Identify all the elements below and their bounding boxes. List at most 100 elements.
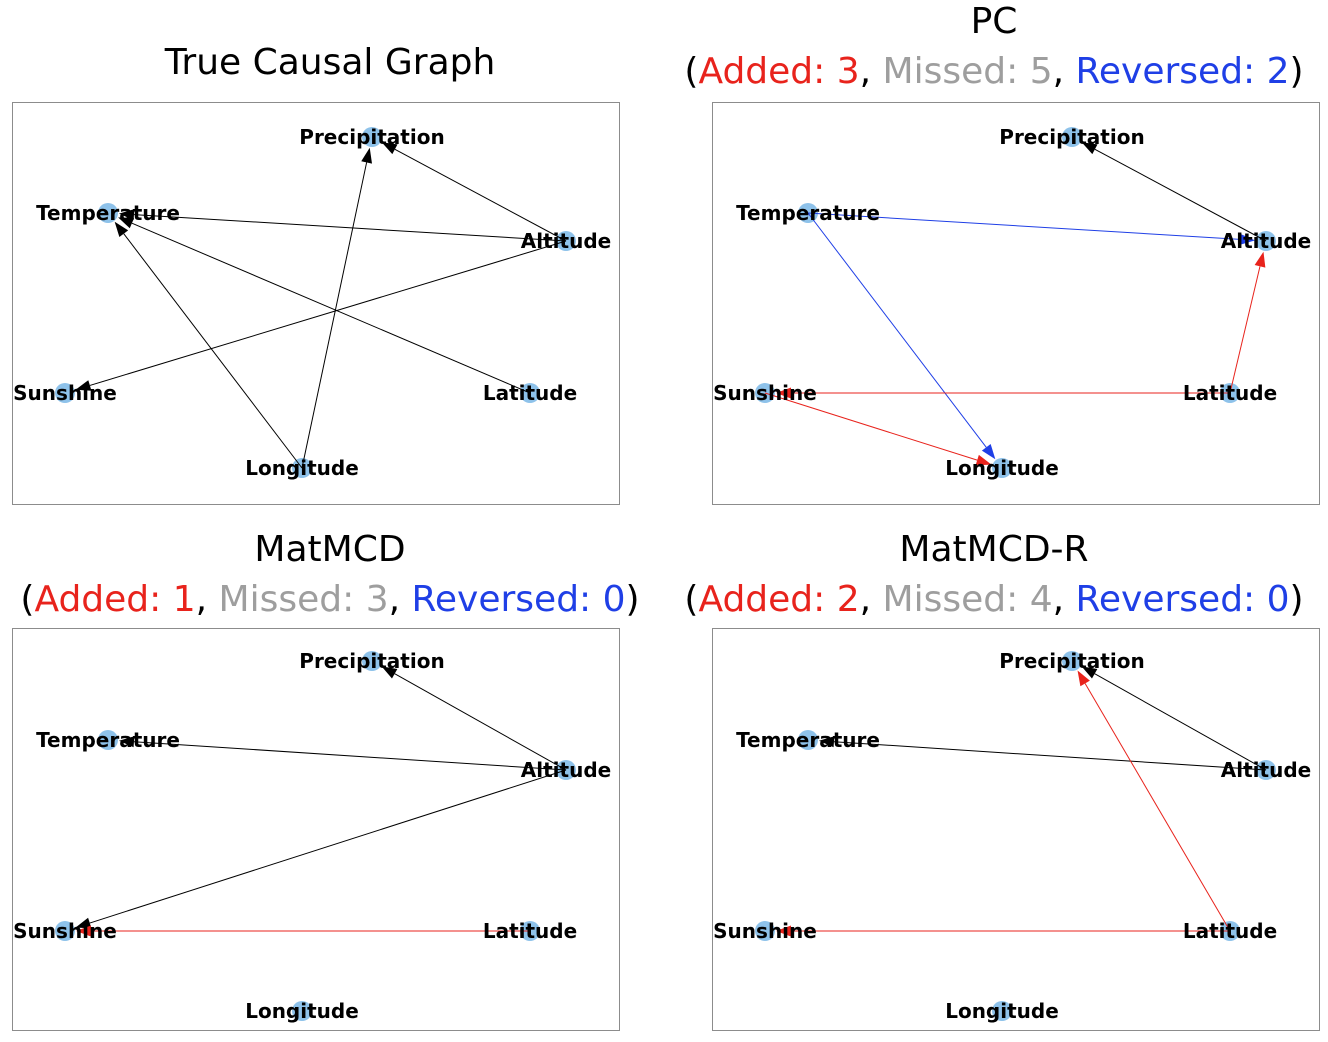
node-label-longitude: Longitude: [245, 999, 359, 1023]
arrowhead: [75, 917, 92, 929]
graph-frame: [712, 628, 1320, 1031]
node-label-longitude: Longitude: [945, 456, 1059, 480]
causal-graph: Precipitation Temperature Altitude Sunshine…: [712, 628, 1320, 1031]
node-label-latitude: Latitude: [483, 919, 577, 943]
node-longitude: [292, 1001, 312, 1021]
node-longitude: [992, 458, 1012, 478]
arrowhead: [118, 736, 135, 748]
node-label-latitude: Latitude: [483, 381, 577, 405]
node-temperature: [798, 730, 818, 750]
edge-altitude-to-precipitation: [381, 666, 567, 771]
node-label-precipitation: Precipitation: [999, 125, 1144, 149]
edge-altitude-to-precipitation: [381, 142, 567, 242]
graph-frame: [712, 102, 1320, 505]
panel-true-graph: True Causal Graph Precipitation Temperatu…: [0, 0, 660, 520]
edge-latitude-to-altitude: [1229, 251, 1266, 394]
edge-temperature-to-longitude: [807, 212, 996, 460]
panel-matmcd: MatMCD (Added: 1, Missed: 3, Reversed: 0…: [0, 522, 660, 1042]
node-label-sunshine: Sunshine: [13, 381, 117, 405]
reversed-stat: Reversed: 2: [1075, 51, 1290, 92]
arrowhead: [981, 443, 996, 460]
node-label-precipitation: Precipitation: [999, 649, 1144, 673]
reversed-stat: Reversed: 0: [411, 579, 626, 620]
causal-graph: Precipitation Temperature Altitude Sunshine…: [12, 628, 620, 1031]
arrowhead: [975, 454, 992, 466]
node-label-precipitation: Precipitation: [299, 649, 444, 673]
node-label-sunshine: Sunshine: [713, 919, 817, 943]
arrowhead: [118, 209, 135, 221]
node-longitude: [992, 1001, 1012, 1021]
node-precipitation: [1062, 651, 1082, 671]
node-label-latitude: Latitude: [1183, 381, 1277, 405]
edge-sunshine-to-longitude: [764, 392, 992, 466]
edge-latitude-to-sunshine: [76, 925, 530, 937]
missed-stat: Missed: 5: [882, 51, 1053, 92]
node-label-longitude: Longitude: [945, 999, 1059, 1023]
panel-title: PC: [970, 1, 1018, 42]
arrowhead: [381, 666, 398, 679]
panel-stats: (Added: 2, Missed: 4, Reversed: 0): [684, 579, 1304, 620]
missed-stat: Missed: 3: [218, 579, 389, 620]
arrowhead: [818, 736, 835, 748]
node-temperature: [98, 730, 118, 750]
arrowhead: [1077, 670, 1090, 687]
node-label-temperature: Temperature: [36, 201, 180, 225]
panel-pc: PC (Added: 3, Missed: 5, Reversed: 2) Pr…: [664, 0, 1324, 520]
edge-latitude-to-sunshine: [776, 387, 1230, 399]
panel-title: MatMCD-R: [899, 529, 1089, 570]
panel-stats: (Added: 3, Missed: 5, Reversed: 2): [684, 51, 1304, 92]
node-precipitation: [362, 127, 382, 147]
node-label-altitude: Altitude: [1221, 758, 1311, 782]
node-temperature: [98, 203, 118, 223]
arrowhead: [776, 925, 791, 937]
arrowhead: [776, 387, 791, 399]
panel-matmcd-r: MatMCD-R (Added: 2, Missed: 4, Reversed:…: [664, 522, 1324, 1042]
node-sunshine: [55, 383, 75, 403]
node-sunshine: [755, 921, 775, 941]
added-stat: Added: 2: [698, 579, 860, 620]
edge-altitude-to-temperature: [118, 736, 567, 771]
node-label-temperature: Temperature: [736, 201, 880, 225]
arrowhead: [76, 925, 91, 937]
arrowhead: [1239, 233, 1256, 245]
panel-title: True Causal Graph: [164, 42, 496, 83]
edge-altitude-to-precipitation: [1081, 666, 1267, 771]
node-label-precipitation: Precipitation: [299, 125, 444, 149]
node-label-sunshine: Sunshine: [713, 381, 817, 405]
arrowhead: [75, 380, 92, 391]
node-precipitation: [1062, 127, 1082, 147]
arrowhead: [118, 217, 135, 229]
edge-longitude-to-temperature: [114, 221, 303, 469]
edge-altitude-to-precipitation: [1081, 142, 1267, 242]
edge-altitude-to-sunshine: [75, 240, 567, 391]
causal-graph: Precipitation Temperature Altitude Sunshine…: [12, 102, 620, 505]
node-label-temperature: Temperature: [36, 728, 180, 752]
node-sunshine: [55, 921, 75, 941]
edge-altitude-to-sunshine: [75, 769, 567, 929]
arrowhead: [1254, 251, 1266, 268]
panel-title: MatMCD: [254, 529, 406, 570]
missed-stat: Missed: 4: [882, 579, 1053, 620]
node-label-altitude: Altitude: [521, 758, 611, 782]
node-label-latitude: Latitude: [1183, 919, 1277, 943]
node-label-altitude: Altitude: [1221, 229, 1311, 253]
node-label-longitude: Longitude: [245, 456, 359, 480]
node-label-temperature: Temperature: [736, 728, 880, 752]
edge-longitude-to-precipitation: [301, 147, 373, 469]
arrowhead: [1081, 142, 1098, 155]
panel-stats: (Added: 1, Missed: 3, Reversed: 0): [20, 579, 640, 620]
edge-latitude-to-sunshine: [776, 925, 1230, 937]
graph-frame: [12, 102, 620, 505]
node-label-altitude: Altitude: [521, 229, 611, 253]
added-stat: Added: 3: [698, 51, 860, 92]
added-stat: Added: 1: [34, 579, 196, 620]
reversed-stat: Reversed: 0: [1075, 579, 1290, 620]
causal-graph: Precipitation Temperature Altitude Sunshine…: [712, 102, 1320, 505]
arrowhead: [114, 221, 129, 238]
node-label-sunshine: Sunshine: [13, 919, 117, 943]
node-precipitation: [362, 651, 382, 671]
edge-altitude-to-temperature: [818, 736, 1267, 771]
edge-altitude-to-temperature: [118, 209, 567, 242]
arrowhead: [361, 147, 373, 164]
edge-latitude-to-precipitation: [1077, 670, 1231, 932]
